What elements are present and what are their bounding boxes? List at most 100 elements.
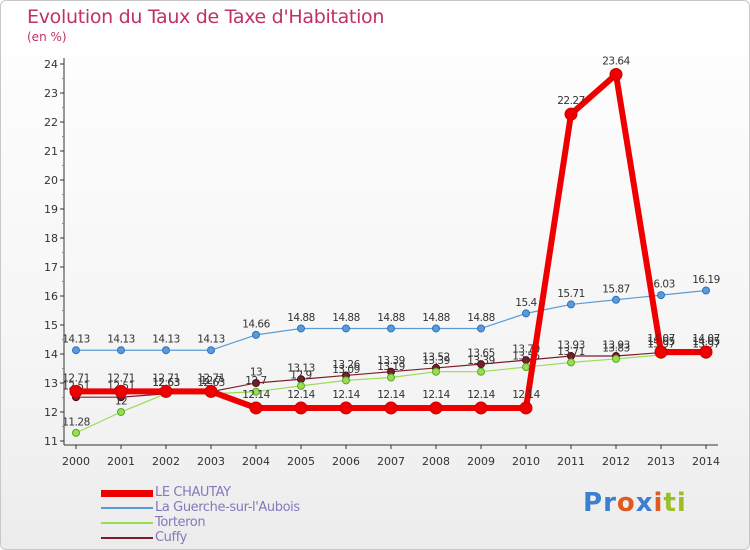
data-label-le-chautay: 12.71 <box>152 372 180 384</box>
y-tick-label: 19 <box>44 203 58 216</box>
data-label-cuffy: 13.93 <box>602 340 630 352</box>
data-point-le-chautay <box>564 107 578 121</box>
data-point-cuffy <box>252 379 260 387</box>
data-point-la-guerche-sur-l-aubois <box>522 309 530 318</box>
data-label-le-chautay: 12.14 <box>242 389 270 401</box>
data-point-la-guerche-sur-l-aubois <box>72 346 80 355</box>
data-point-torteron <box>342 376 350 385</box>
x-tick-label: 2001 <box>107 455 135 468</box>
logo-letter: i <box>676 488 687 518</box>
data-point-cuffy <box>477 360 485 369</box>
data-point-la-guerche-sur-l-aubois <box>297 324 305 333</box>
data-label-cuffy: 14.05 <box>692 336 720 348</box>
data-label-le-chautay: 12.71 <box>107 372 135 384</box>
y-tick-label: 21 <box>44 145 58 158</box>
data-point-le-chautay <box>339 401 353 415</box>
data-label-le-chautay: 12.14 <box>332 389 360 401</box>
data-label-cuffy: 13 <box>250 367 262 379</box>
data-point-torteron <box>567 358 575 367</box>
y-tick-label: 18 <box>44 232 58 245</box>
data-label-la-guerche-sur-l-aubois: 14.66 <box>242 318 270 330</box>
data-point-le-chautay <box>519 401 533 415</box>
x-tick-label: 2011 <box>557 455 585 468</box>
data-point-la-guerche-sur-l-aubois <box>252 330 260 339</box>
data-label-cuffy: 13.39 <box>377 355 405 367</box>
data-point-le-chautay <box>474 401 488 415</box>
data-point-la-guerche-sur-l-aubois <box>117 346 125 355</box>
x-tick-label: 2004 <box>242 455 270 468</box>
y-tick-label: 20 <box>44 174 58 187</box>
data-label-la-guerche-sur-l-aubois: 14.88 <box>332 312 360 324</box>
data-label-le-chautay: 22.27 <box>557 95 585 107</box>
y-tick-label: 16 <box>44 290 58 303</box>
data-label-la-guerche-sur-l-aubois: 14.88 <box>467 312 495 324</box>
data-point-le-chautay <box>699 345 713 359</box>
data-label-torteron: 12.9 <box>290 369 311 381</box>
logo-letter: t <box>663 488 677 518</box>
data-label-la-guerche-sur-l-aubois: 14.13 <box>62 334 90 346</box>
data-point-la-guerche-sur-l-aubois <box>702 286 710 295</box>
legend-label: Cuffy <box>155 530 187 545</box>
y-tick-label: 23 <box>44 87 58 100</box>
logo-letter: o <box>616 488 636 518</box>
logo-letter: x <box>635 488 654 518</box>
data-point-torteron <box>432 367 440 376</box>
data-point-la-guerche-sur-l-aubois <box>477 324 485 333</box>
data-label-le-chautay: 12.71 <box>197 372 225 384</box>
data-label-la-guerche-sur-l-aubois: 14.13 <box>197 334 225 346</box>
data-point-le-chautay <box>294 401 308 415</box>
legend-label: Torteron <box>155 515 206 530</box>
data-label-torteron: 13.09 <box>332 364 360 376</box>
data-label-cuffy: 13.13 <box>287 363 315 375</box>
data-label-le-chautay: 14.07 <box>647 333 675 345</box>
legend-swatch <box>101 522 153 524</box>
data-label-la-guerche-sur-l-aubois: 16.19 <box>692 274 720 286</box>
data-label-cuffy: 12.7 <box>200 375 221 387</box>
legend-swatch <box>101 490 153 497</box>
data-point-le-chautay <box>609 67 623 81</box>
legend-swatch <box>101 507 153 509</box>
data-point-torteron <box>72 428 80 437</box>
data-point-le-chautay <box>204 384 218 398</box>
data-point-la-guerche-sur-l-aubois <box>387 324 395 333</box>
data-label-la-guerche-sur-l-aubois: 15.71 <box>557 288 585 300</box>
chart-unit-label: (en %) <box>27 30 67 44</box>
data-label-torteron: 12 <box>115 396 127 408</box>
x-tick-label: 2006 <box>332 455 360 468</box>
chart-title: Evolution du Taux de Taxe d'Habitation <box>27 6 385 28</box>
data-point-le-chautay <box>159 384 173 398</box>
data-label-la-guerche-sur-l-aubois: 14.88 <box>422 312 450 324</box>
x-tick-label: 2003 <box>197 455 225 468</box>
data-point-le-chautay <box>429 401 443 415</box>
data-label-la-guerche-sur-l-aubois: 16.03 <box>647 279 675 291</box>
data-point-torteron <box>252 387 260 396</box>
data-point-la-guerche-sur-l-aubois <box>612 295 620 304</box>
logo-letter: P <box>583 488 604 518</box>
x-tick-label: 2005 <box>287 455 315 468</box>
data-label-la-guerche-sur-l-aubois: 15.4 <box>515 297 537 309</box>
x-tick-label: 2002 <box>152 455 180 468</box>
y-tick-label: 13 <box>44 377 58 390</box>
data-point-torteron <box>117 408 125 416</box>
data-label-torteron: 13.19 <box>377 361 405 373</box>
x-tick-label: 2008 <box>422 455 450 468</box>
x-tick-label: 2000 <box>62 455 90 468</box>
data-point-le-chautay <box>114 384 128 398</box>
data-label-torteron: 12.63 <box>197 377 225 389</box>
y-tick-label: 22 <box>44 116 58 129</box>
data-label-cuffy: 13.52 <box>422 351 450 363</box>
data-point-le-chautay <box>384 401 398 415</box>
data-point-torteron <box>297 381 305 390</box>
data-point-la-guerche-sur-l-aubois <box>342 324 350 333</box>
data-label-le-chautay: 12.71 <box>62 372 90 384</box>
x-tick-label: 2013 <box>647 455 675 468</box>
proxiti-logo: Proxiti <box>583 488 687 518</box>
data-label-torteron: 13.83 <box>602 342 630 354</box>
y-tick-label: 17 <box>44 261 58 274</box>
data-label-torteron: 13.97 <box>692 338 720 350</box>
data-label-le-chautay: 23.64 <box>602 55 630 67</box>
data-label-la-guerche-sur-l-aubois: 14.88 <box>377 312 405 324</box>
legend-swatch <box>101 537 153 539</box>
data-point-le-chautay <box>249 401 263 415</box>
